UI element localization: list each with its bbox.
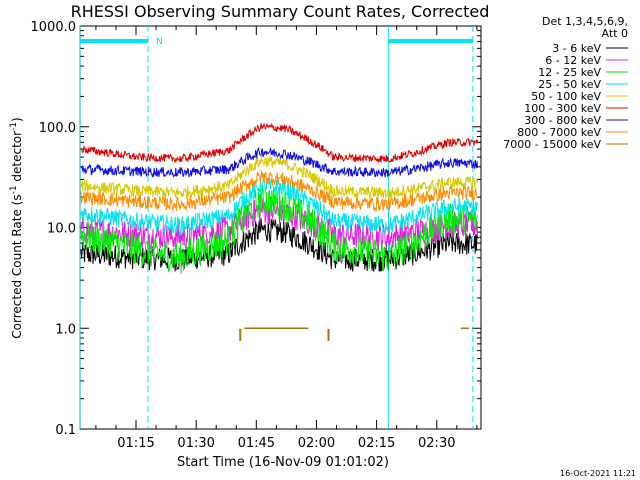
legend-label: 100 - 300 keV	[524, 102, 601, 115]
timestamp: 16-Oct-2021 11:21	[560, 469, 636, 478]
series-line	[80, 177, 479, 236]
series-line	[80, 198, 479, 251]
y-axis-label-exponent: -1	[9, 122, 19, 131]
legend-label: 300 - 800 keV	[524, 114, 601, 127]
y-tick-label: 1.0	[55, 322, 76, 337]
detector-note: Att 0	[602, 27, 628, 40]
x-tick-label: 01:45	[238, 436, 275, 451]
y-axis-label: Corrected Count Rate (s-1 detector-1)	[9, 117, 24, 338]
x-tick-label: 01:15	[117, 436, 154, 451]
legend-label: 12 - 25 keV	[538, 66, 601, 79]
x-tick-label: 02:30	[418, 436, 455, 451]
detector-note: Det 1,3,4,5,6,9,	[542, 15, 628, 28]
legend-label: 800 - 7000 keV	[517, 126, 601, 139]
y-tick-label: 10.0	[47, 222, 76, 237]
x-axis-label: Start Time (16-Nov-09 01:01:02)	[177, 455, 389, 470]
y-axis-label-part: detector	[10, 131, 24, 186]
y-tick-label: 100.0	[39, 121, 76, 136]
y-axis-label-part: Corrected Count Rate (s	[10, 194, 24, 338]
x-tick-label: 01:30	[177, 436, 214, 451]
legend-label: 7000 - 15000 keV	[503, 138, 601, 151]
y-tick-label: 1000.0	[31, 20, 77, 35]
y-tick-label: 0.1	[55, 423, 76, 438]
series-line	[80, 170, 479, 213]
legend-label: 3 - 6 keV	[552, 42, 601, 55]
x-tick-label: 02:15	[358, 436, 395, 451]
legend-label: 25 - 50 keV	[538, 78, 601, 91]
series-line	[80, 184, 479, 274]
chart-title: RHESSI Observing Summary Count Rates, Co…	[71, 2, 490, 21]
flag-label: N	[156, 37, 163, 47]
series-line	[80, 122, 479, 163]
y-axis-label-part: )	[10, 117, 24, 122]
plot-area: 0.1 1.0 10.0 100.0 1000.0 01:15 01:30 01:45 02:0…	[31, 20, 482, 451]
x-tick-label: 02:00	[298, 436, 335, 451]
legend-label: 6 - 12 keV	[545, 54, 601, 67]
y-axis-label-exponent: -1	[9, 185, 19, 194]
series-line	[80, 147, 479, 179]
legend-label: 50 - 100 keV	[531, 90, 601, 103]
series-line	[80, 156, 479, 200]
